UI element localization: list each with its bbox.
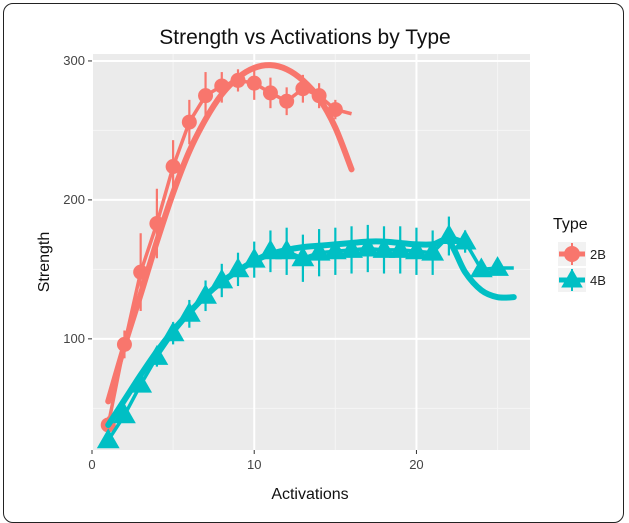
data-point-4B <box>96 428 120 449</box>
y-tick-label: 300 <box>63 53 85 68</box>
data-point-4B <box>421 240 445 261</box>
y-axis-label: Strength <box>36 232 53 292</box>
data-point-4B <box>194 283 217 304</box>
data-point-4B <box>242 247 266 268</box>
data-point-4B <box>259 239 282 260</box>
data-point-4B <box>113 403 136 424</box>
data-point-4B <box>437 224 461 244</box>
y-tick-label: 200 <box>63 192 85 207</box>
chart: Strength vs Activations by Type 0 10 20 100… <box>36 26 606 502</box>
data-point-4B <box>372 238 396 258</box>
data-point-4B <box>469 257 493 278</box>
data-point-2B <box>116 336 132 352</box>
data-point-2B <box>230 72 246 88</box>
data-point-2B <box>262 85 278 101</box>
y-tick-label: 100 <box>63 331 85 346</box>
data-point-4B <box>405 239 428 260</box>
data-point-2B <box>295 81 311 97</box>
legend-label-4B: 4B <box>590 273 606 288</box>
series-layer <box>96 62 517 449</box>
x-tick-label: 10 <box>247 457 261 472</box>
x-tick-label: 0 <box>88 457 95 472</box>
axis-ticks: 0 10 20 100 200 300 <box>63 53 423 472</box>
data-point-2B <box>246 75 262 91</box>
legend-key-marker-2B <box>564 246 580 262</box>
data-point-2B <box>133 264 149 280</box>
data-point-4B <box>210 268 234 289</box>
data-point-2B <box>311 88 327 104</box>
legend-key-marker-4B <box>561 268 583 288</box>
data-point-4B <box>340 238 363 258</box>
legend-title: Type <box>553 216 588 233</box>
x-tick-label: 20 <box>409 457 423 472</box>
data-point-4B <box>177 301 201 322</box>
data-point-4B <box>275 239 299 260</box>
series-4B <box>96 216 517 449</box>
data-point-4B <box>129 372 153 393</box>
x-axis-label: Activations <box>271 486 348 502</box>
data-point-2B <box>327 102 343 118</box>
data-point-4B <box>226 257 250 278</box>
data-point-2B <box>198 88 214 104</box>
data-point-4B <box>145 344 169 365</box>
data-point-4B <box>388 238 412 258</box>
legend: Type 2B 4B <box>553 216 606 292</box>
chart-title: Strength vs Activations by Type <box>159 26 450 49</box>
data-point-4B <box>486 256 509 276</box>
series-fit-2B <box>105 62 355 405</box>
data-point-2B <box>149 216 165 232</box>
data-point-4B <box>453 229 477 250</box>
data-point-4B <box>323 239 347 260</box>
data-point-2B <box>279 93 295 109</box>
data-point-2B <box>214 78 230 94</box>
data-point-4B <box>356 236 380 257</box>
data-point-2B <box>165 159 181 175</box>
data-point-4B <box>291 246 315 267</box>
legend-label-2B: 2B <box>590 247 606 262</box>
data-point-2B <box>181 114 197 130</box>
data-point-4B <box>161 321 185 342</box>
data-point-4B <box>307 240 331 261</box>
